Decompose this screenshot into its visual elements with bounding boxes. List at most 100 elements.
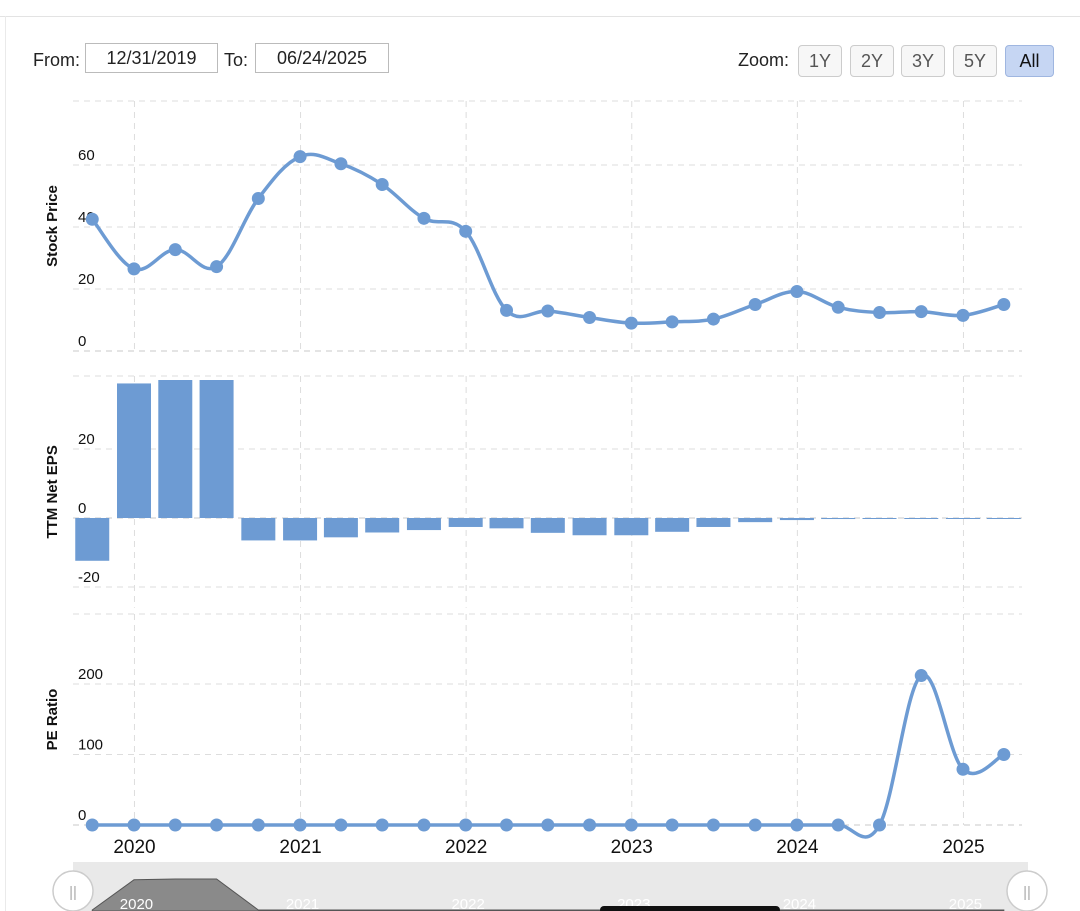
eps-bar[interactable]: [614, 518, 649, 536]
eps-bar[interactable]: [199, 380, 234, 518]
zoom-1y-button[interactable]: 1Y: [798, 45, 842, 77]
eps-bar[interactable]: [904, 518, 939, 519]
stock-price-point[interactable]: [583, 311, 597, 325]
pe-point[interactable]: [790, 818, 804, 832]
pe-point[interactable]: [500, 818, 514, 832]
stock-price-point[interactable]: [500, 303, 514, 317]
stock-price-point[interactable]: [334, 157, 348, 171]
pe-point[interactable]: [459, 818, 473, 832]
eps-bar[interactable]: [862, 518, 897, 519]
pe-point[interactable]: [748, 818, 762, 832]
eps-bar[interactable]: [946, 518, 980, 519]
eps-bar[interactable]: [406, 518, 441, 531]
eps-bar[interactable]: [448, 518, 483, 527]
y-tick-label: 0: [78, 807, 86, 824]
y-tick-label: 200: [78, 666, 103, 683]
y-tick-label: 0: [78, 500, 86, 517]
stock-price-point[interactable]: [251, 191, 265, 205]
stock-price-point[interactable]: [997, 298, 1011, 311]
pe-point[interactable]: [334, 818, 348, 832]
zoom-all-button[interactable]: All: [1005, 45, 1054, 77]
navigator-left-handle[interactable]: [52, 870, 94, 911]
eps-bar[interactable]: [655, 518, 690, 532]
stock-price-point[interactable]: [706, 312, 720, 326]
pe-point[interactable]: [997, 748, 1011, 761]
pe-point[interactable]: [583, 818, 597, 832]
eps-bar[interactable]: [241, 518, 276, 541]
x-tick-label: 2025: [942, 837, 984, 858]
stock-price-point[interactable]: [459, 224, 473, 238]
stock-price-point[interactable]: [956, 308, 970, 322]
eps-bar[interactable]: [572, 518, 607, 536]
pe-point[interactable]: [665, 818, 679, 832]
eps-bar[interactable]: [696, 518, 731, 527]
from-date-input[interactable]: 12/31/2019: [85, 43, 218, 73]
pe-point[interactable]: [168, 818, 182, 832]
navigator-year-label: 2024: [783, 896, 816, 911]
x-tick-label: 2020: [113, 837, 155, 858]
stock-price-point[interactable]: [914, 305, 928, 319]
eps-bar[interactable]: [779, 518, 814, 521]
eps-bar[interactable]: [323, 518, 358, 538]
stock-price-point[interactable]: [624, 316, 638, 330]
eps-bar[interactable]: [821, 518, 856, 520]
y-tick-label: 100: [78, 737, 103, 754]
eps-bar[interactable]: [283, 518, 318, 541]
eps-bar[interactable]: [986, 518, 1021, 519]
y-tick-label: 60: [78, 147, 95, 164]
navigator-scrollbar-thumb[interactable]: [600, 906, 780, 911]
range-selector: From: 12/31/2019 To: 06/24/2025 Zoom: 1Y…: [0, 42, 1080, 78]
stock-price-point[interactable]: [417, 211, 431, 225]
navigator-right-handle[interactable]: [1006, 870, 1048, 911]
pe-point[interactable]: [210, 818, 224, 832]
eps-bar[interactable]: [158, 380, 193, 518]
eps-bar[interactable]: [738, 518, 773, 523]
pe-point[interactable]: [914, 669, 928, 683]
y-axis-title: TTM Net EPS: [44, 445, 61, 538]
eps-bar[interactable]: [75, 518, 110, 561]
stock-price-point[interactable]: [375, 178, 389, 192]
eps-bar[interactable]: [530, 518, 565, 533]
navigator[interactable]: 2020 2021 2022 2023 2024 2025|| ||: [52, 862, 1048, 911]
pe-point[interactable]: [956, 762, 970, 776]
stock-price-line: [90, 152, 1005, 326]
stock-price-point[interactable]: [748, 298, 762, 311]
stock-price-point[interactable]: [873, 306, 887, 320]
from-label: From:: [33, 50, 80, 70]
eps-bar[interactable]: [489, 518, 524, 529]
zoom-label: Zoom:: [738, 50, 790, 70]
pe-point[interactable]: [85, 818, 99, 832]
pe-point[interactable]: [541, 818, 555, 832]
stock-price-point[interactable]: [210, 260, 224, 274]
stock-price-point[interactable]: [831, 300, 845, 314]
eps-panel: -20 0 20 TTM Net EPS: [44, 380, 1021, 586]
stock-price-point[interactable]: [541, 304, 555, 318]
zoom-2y-button[interactable]: 2Y: [850, 45, 894, 77]
pe-point[interactable]: [293, 818, 307, 832]
stock-price-point[interactable]: [665, 315, 679, 329]
pe-point[interactable]: [831, 818, 845, 832]
stock-price-point[interactable]: [127, 262, 141, 276]
pe-point[interactable]: [873, 818, 887, 832]
pe-point[interactable]: [417, 818, 431, 832]
x-tick-label: 2022: [445, 837, 487, 858]
pe-point[interactable]: [375, 818, 389, 832]
eps-bar[interactable]: [117, 383, 151, 518]
zoom-3y-button[interactable]: 3Y: [901, 45, 945, 77]
stock-price-point[interactable]: [85, 212, 99, 226]
x-tick-label: 2021: [279, 837, 321, 858]
pe-point[interactable]: [624, 818, 638, 832]
eps-bar[interactable]: [365, 518, 400, 533]
zoom-5y-button[interactable]: 5Y: [953, 45, 997, 77]
pe-point[interactable]: [251, 818, 265, 832]
grip-icon: ||: [1023, 884, 1031, 901]
stock-price-point[interactable]: [790, 284, 804, 298]
x-axis: 2020 2021 2022 2023 2024 2025: [113, 837, 984, 858]
stock-price-point[interactable]: [293, 150, 307, 164]
pe-point[interactable]: [127, 818, 141, 832]
stock-price-point[interactable]: [168, 243, 182, 257]
to-date-input[interactable]: 06/24/2025: [255, 43, 389, 73]
y-tick-label: -20: [78, 569, 100, 586]
pe-point[interactable]: [706, 818, 720, 832]
